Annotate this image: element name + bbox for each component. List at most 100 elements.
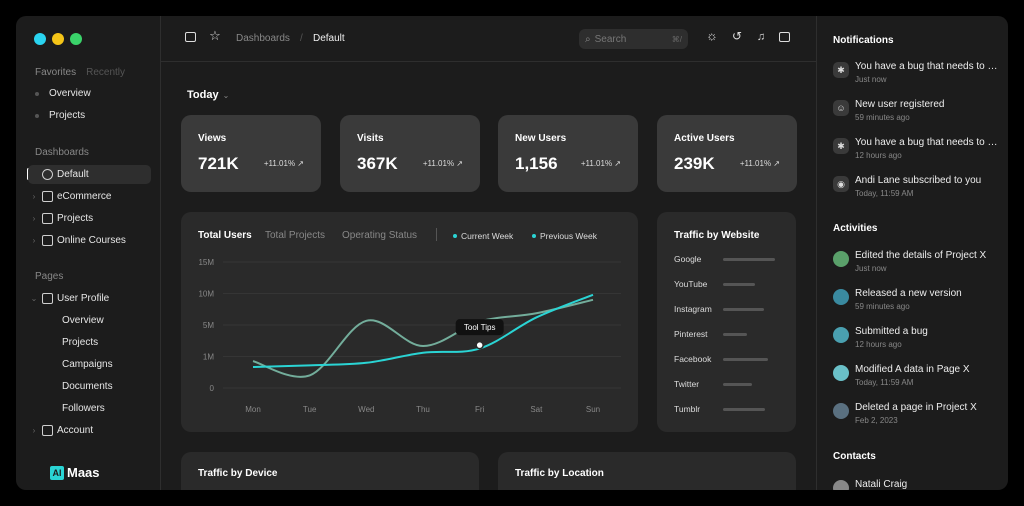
search-input[interactable]: ⌕ Search ⌘/ — [579, 29, 688, 49]
chevron-right-icon: › — [32, 426, 36, 435]
shopping-bag-icon — [42, 191, 53, 202]
traffic-website-bar — [723, 408, 765, 411]
y-tick-label: 1M — [203, 353, 214, 362]
favorite-item-overview[interactable]: Overview — [35, 88, 91, 99]
bell-icon[interactable]: ♫ — [756, 31, 766, 43]
maximize-dot[interactable] — [70, 33, 82, 45]
sidebar-subitem-followers[interactable]: Followers — [62, 403, 105, 414]
tab-favorites[interactable]: Favorites — [35, 67, 77, 78]
traffic-device-title: Traffic by Device — [198, 468, 278, 479]
avatar — [833, 327, 849, 343]
trend-up-icon: +11.01% ↗ — [422, 159, 463, 168]
brand-logo: AI Maas — [50, 465, 100, 480]
user-icon: ☺ — [833, 100, 849, 116]
period-select[interactable]: Today ⌄ — [187, 89, 230, 101]
history-icon[interactable]: ↺ — [731, 29, 743, 43]
sidebar-item-online-courses[interactable]: › Online Courses — [28, 231, 151, 250]
sidebar-item-default[interactable]: Default — [28, 165, 151, 184]
close-dot[interactable] — [34, 33, 46, 45]
traffic-website-label: Instagram — [674, 304, 712, 314]
avatar — [833, 289, 849, 305]
sidebar-subitem-projects[interactable]: Projects — [62, 337, 99, 348]
traffic-location-title: Traffic by Location — [515, 468, 604, 479]
chevron-down-icon: ⌄ — [222, 91, 230, 100]
sidebar-toggle-icon[interactable] — [185, 32, 196, 42]
favorites-tabs: Favorites Recently — [35, 67, 125, 78]
chevron-down-icon: ⌄ — [30, 294, 38, 303]
brand-mark-icon: AI — [50, 465, 64, 480]
traffic-website-label: Pinterest — [674, 329, 708, 339]
top-bar: ☆ Dashboards / Default ⌕ Search ⌘/ ☼ ↺ ♫ — [161, 16, 816, 62]
avatar — [833, 480, 849, 490]
x-tick-label: Sun — [586, 405, 600, 414]
search-icon: ⌕ — [585, 33, 591, 45]
x-tick-label: Sat — [530, 405, 543, 414]
breadcrumb-separator: / — [300, 33, 303, 44]
tab-total-projects[interactable]: Total Projects — [265, 230, 326, 241]
search-shortcut: ⌘/ — [671, 34, 682, 44]
folder-icon — [42, 213, 53, 224]
traffic-website-label: Facebook — [674, 354, 712, 364]
x-tick-label: Wed — [358, 405, 374, 414]
sidebar-subitem-overview[interactable]: Overview — [62, 315, 104, 326]
traffic-website-bar — [723, 258, 775, 261]
activity-item[interactable]: Modified A data in Page X Today, 11:59 AM — [833, 364, 1003, 392]
window-controls — [34, 33, 82, 45]
dashboards-label: Dashboards — [35, 147, 89, 158]
stat-card-new-users: New Users 1,156 +11.01% ↗ — [498, 115, 638, 192]
activity-item[interactable]: Deleted a page in Project X Feb 2, 2023 — [833, 402, 1003, 430]
traffic-website-label: Google — [674, 254, 702, 264]
activity-item[interactable]: Edited the details of Project X Just now — [833, 250, 1003, 278]
bug-icon: ✱ — [833, 138, 849, 154]
notification-item[interactable]: ☺ New user registered 59 minutes ago — [833, 99, 1003, 127]
trend-up-icon: +11.01% ↗ — [580, 159, 621, 168]
notification-item[interactable]: ◉ Andi Lane subscribed to you Today, 11:59… — [833, 175, 1003, 203]
contact-item[interactable]: Natali Craig — [833, 479, 1003, 490]
notifications-title: Notifications — [833, 35, 894, 46]
tooltip-marker — [475, 340, 484, 350]
y-tick-label: 10M — [198, 290, 214, 299]
theme-sun-icon[interactable]: ☼ — [706, 28, 718, 43]
activities-title: Activities — [833, 223, 878, 234]
x-tick-label: Fri — [475, 405, 485, 414]
traffic-by-device-card: Traffic by Device — [181, 452, 479, 490]
tooltip-label: Tool Tips — [464, 323, 496, 332]
activity-item[interactable]: Released a new version 59 minutes ago — [833, 288, 1003, 316]
x-tick-label: Mon — [245, 405, 261, 414]
tab-total-users[interactable]: Total Users — [198, 230, 252, 241]
traffic-website-bar — [723, 308, 764, 311]
panel-toggle-icon[interactable] — [779, 32, 790, 42]
traffic-website-bar — [723, 333, 747, 336]
sidebar-subitem-documents[interactable]: Documents — [62, 381, 113, 392]
y-tick-label: 15M — [198, 258, 214, 267]
series-line-previous-week — [252, 298, 594, 378]
notification-item[interactable]: ✱You have a bug that needs to be fixed.J… — [833, 61, 1003, 89]
favorite-item-projects[interactable]: Projects — [35, 110, 85, 121]
minimize-dot[interactable] — [52, 33, 64, 45]
sidebar-subitem-campaigns[interactable]: Campaigns — [62, 359, 113, 370]
sidebar-item-projects[interactable]: › Projects — [28, 209, 151, 228]
stat-card-views: Views 721K +11.01% ↗ — [181, 115, 321, 192]
app-window: Favorites Recently Overview Projects Das… — [16, 16, 1008, 490]
sidebar-item-account[interactable]: › Account — [28, 421, 151, 440]
traffic-website-bar — [723, 358, 768, 361]
breadcrumb-parent[interactable]: Dashboards — [236, 33, 290, 44]
trend-up-icon: +11.01% ↗ — [739, 159, 780, 168]
pie-chart-icon — [42, 169, 53, 180]
line-chart: 15M 10M 5M 1M 0 Mon Tue Wed Thu Fri Sat Sun Tool Tip… — [198, 258, 621, 414]
notification-item[interactable]: ✱You have a bug that needs to be fixed.1… — [833, 137, 1003, 165]
tab-operating-status[interactable]: Operating Status — [342, 230, 418, 241]
tab-recently[interactable]: Recently — [86, 67, 126, 78]
traffic-website-title: Traffic by Website — [674, 230, 760, 241]
stat-card-active-users: Active Users 239K +11.01% ↗ — [657, 115, 797, 192]
sidebar-item-ecommerce[interactable]: › eCommerce — [28, 187, 151, 206]
activity-item[interactable]: Submitted a bug 12 hours ago — [833, 326, 1003, 354]
bug-icon: ✱ — [833, 62, 849, 78]
legend-previous-week: Previous Week — [532, 231, 597, 241]
sidebar-item-user-profile[interactable]: ⌄ User Profile — [28, 289, 151, 308]
star-icon[interactable]: ☆ — [209, 28, 221, 43]
traffic-website-label: YouTube — [674, 279, 708, 289]
brand-name: Maas — [67, 465, 100, 480]
divider — [436, 228, 437, 241]
breadcrumb-current: Default — [313, 33, 345, 44]
